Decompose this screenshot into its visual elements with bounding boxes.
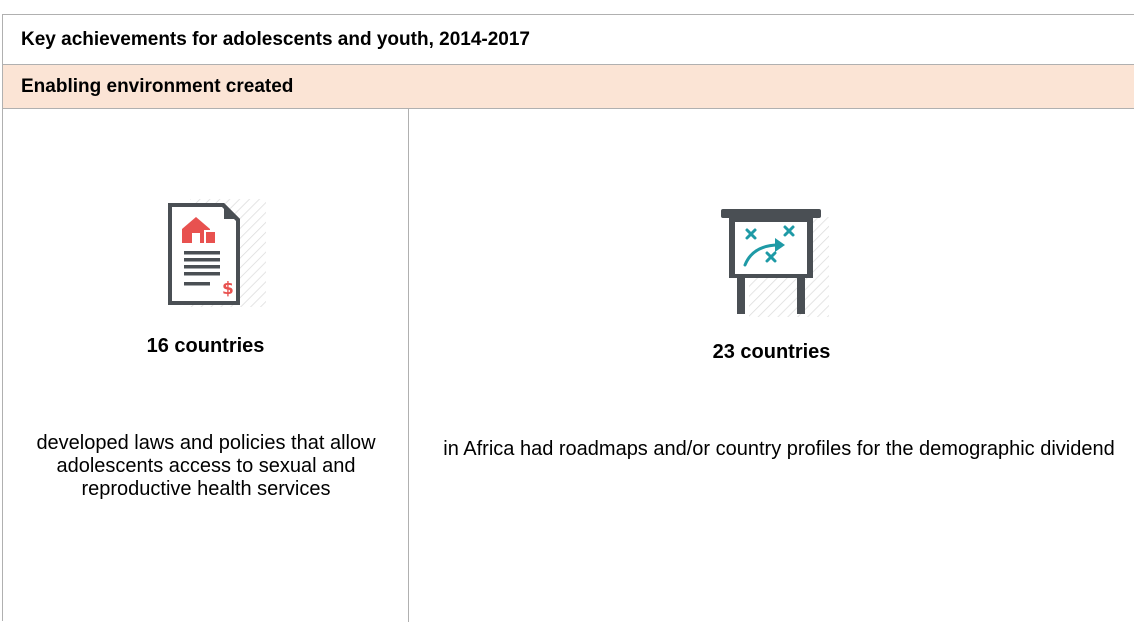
stat-value: 16 countries [146, 335, 265, 357]
achievement-cell-laws: $ 16 countries developed laws and polici… [3, 109, 408, 622]
stat-value: 23 countries [712, 341, 831, 363]
achievements-table: Key achievements for adolescents and you… [2, 14, 1134, 622]
strategy-board-icon [719, 207, 831, 317]
table-title: Key achievements for adolescents and you… [3, 15, 1134, 65]
svg-text:$: $ [222, 279, 234, 299]
section-header: Enabling environment created [3, 65, 1134, 109]
stat-description: in Africa had roadmaps and/or country pr… [443, 438, 1115, 460]
achievement-cell-roadmaps: 23 countries in Africa had roadmaps and/… [409, 109, 1134, 622]
section-header-text: Enabling environment created [21, 75, 294, 97]
table-title-text: Key achievements for adolescents and you… [21, 28, 530, 50]
column-divider [408, 109, 409, 622]
policy-document-icon: $ [160, 199, 268, 309]
stat-description: developed laws and policies that allow a… [36, 432, 376, 500]
